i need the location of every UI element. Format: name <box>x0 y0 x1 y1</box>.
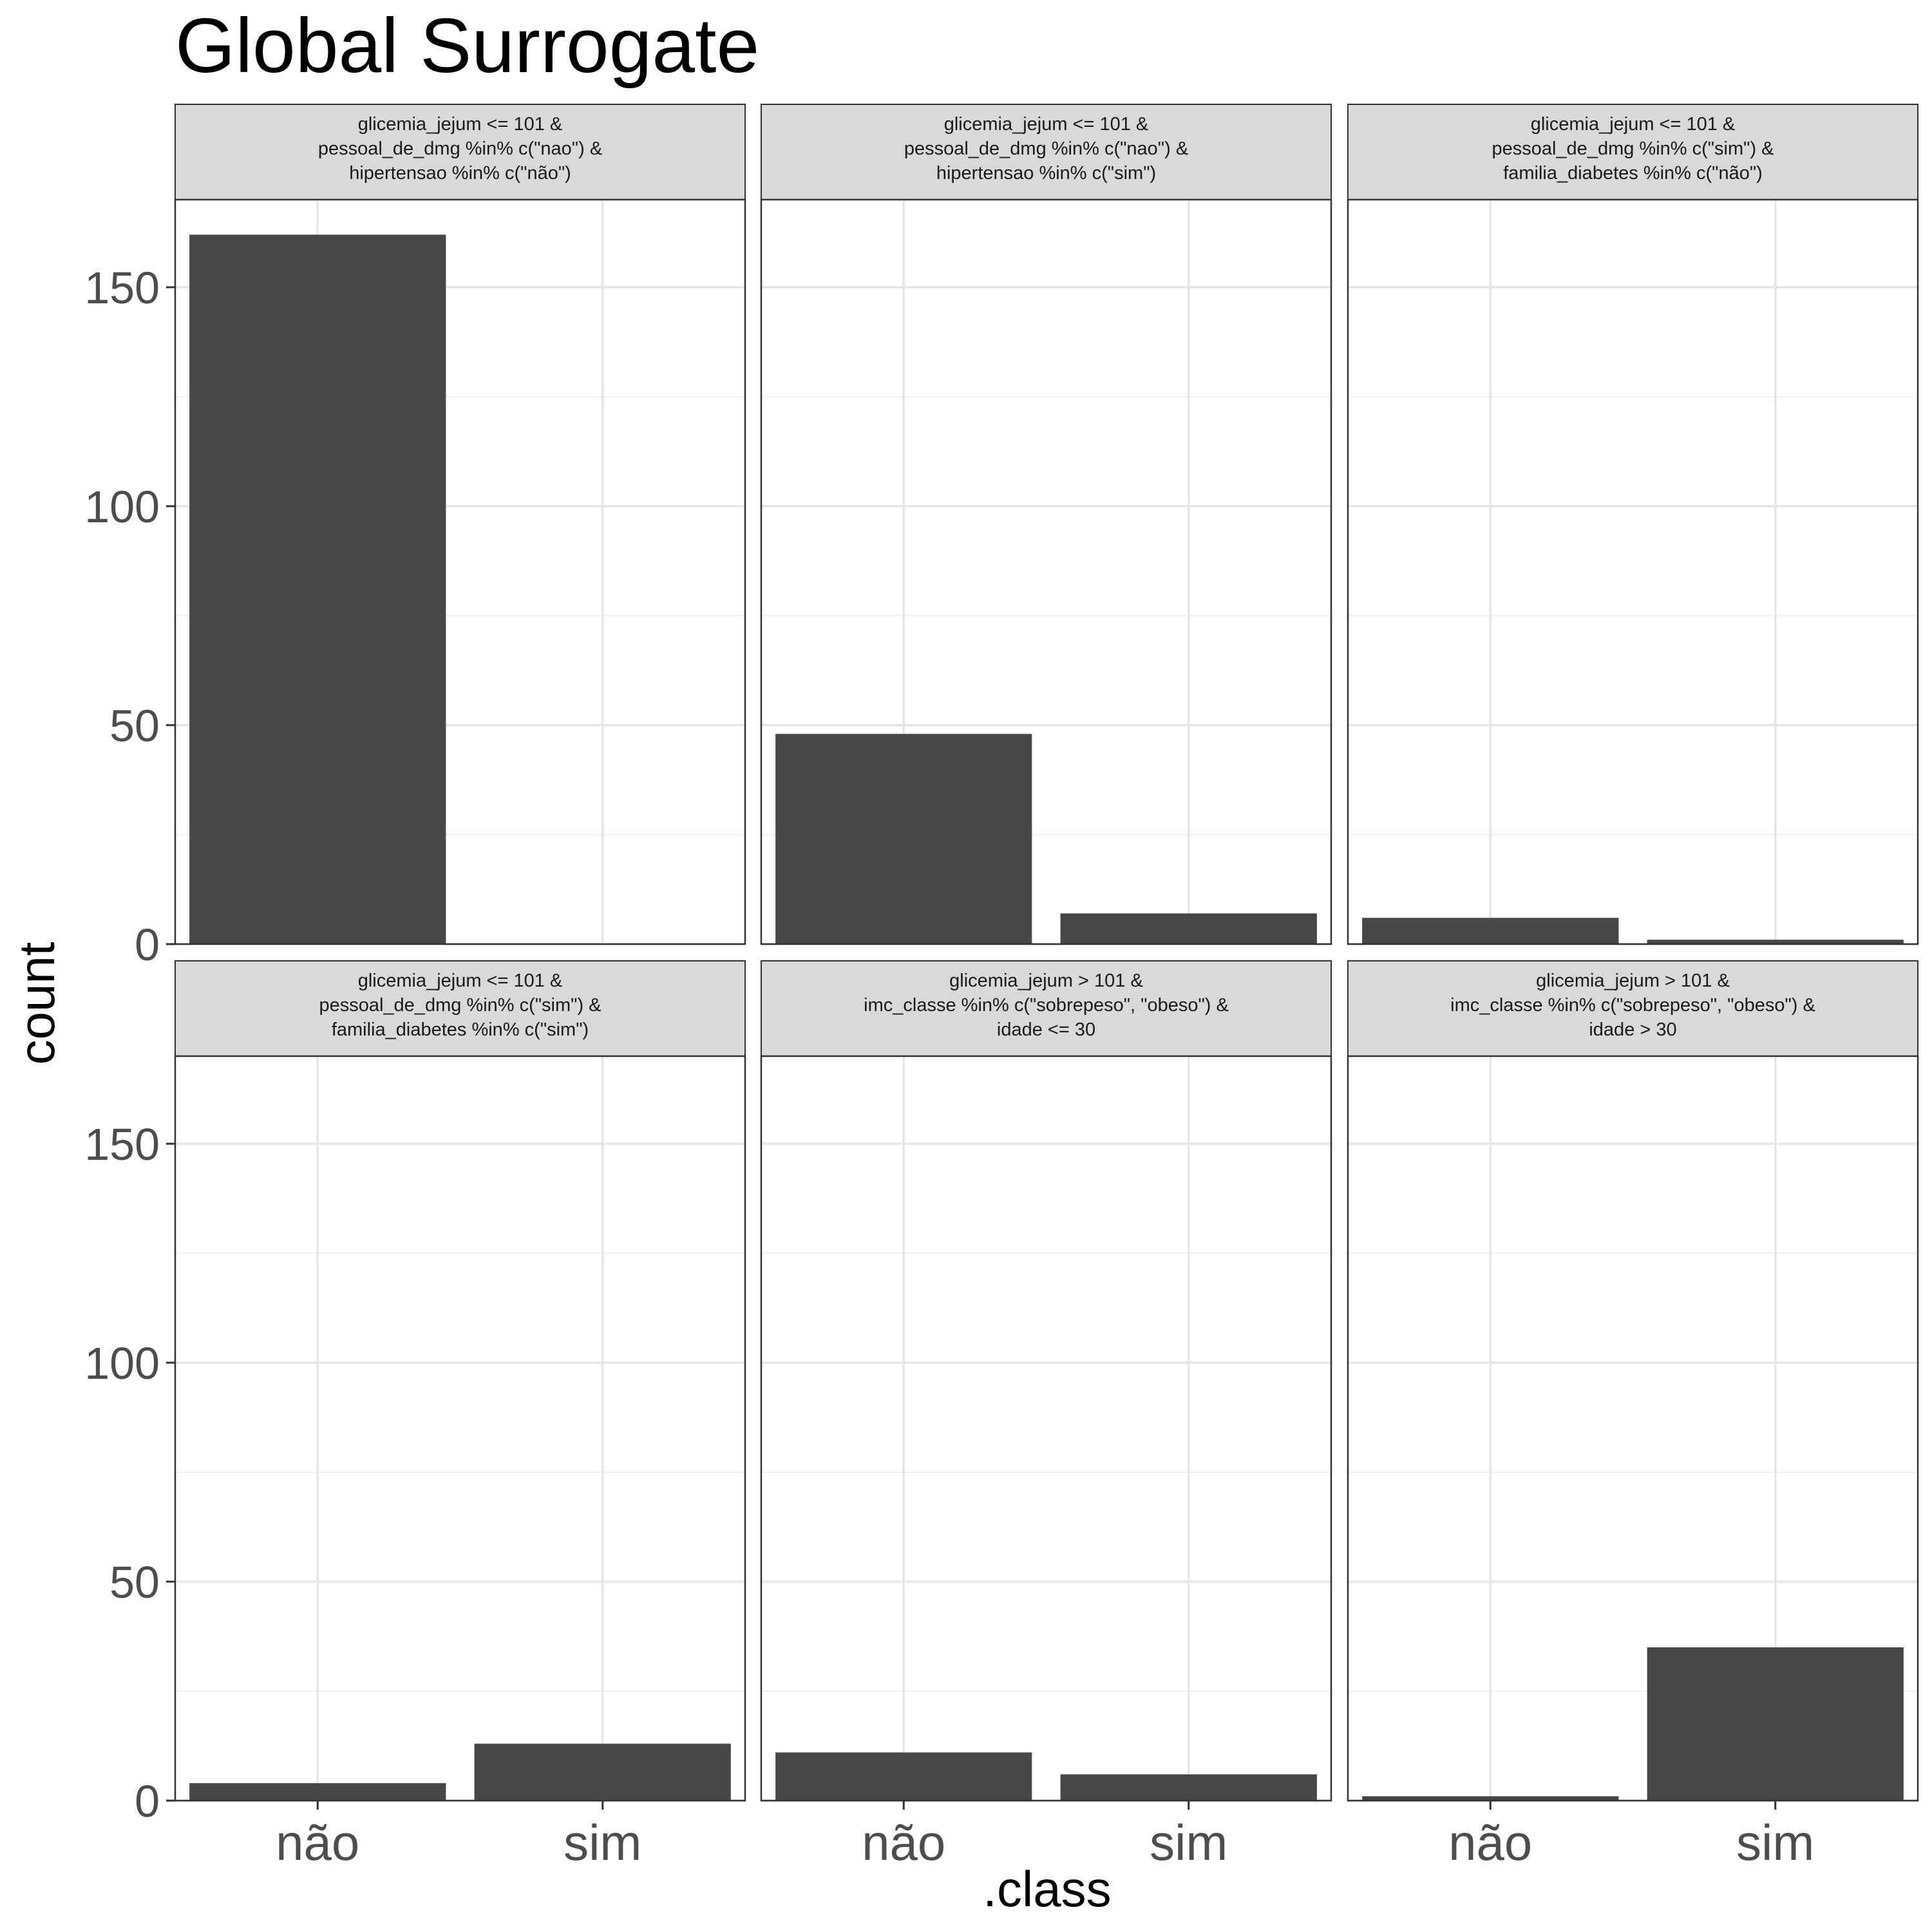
facet-strip-label: pessoal_de_dmg %in% c("nao") & <box>318 138 602 159</box>
facet-strip-label: glicemia_jejum <= 101 & <box>358 971 563 991</box>
facet-strip-label: glicemia_jejum > 101 & <box>949 971 1143 991</box>
facet-strip-label: imc_classe %in% c("sobrepeso", "obeso") … <box>1450 995 1815 1016</box>
facet-strip-label: glicemia_jejum <= 101 & <box>358 114 563 135</box>
facet-grid: glicemia_jejum <= 101 & pessoal_de_dmg %i… <box>84 104 1919 1871</box>
facet-strip-label: glicemia_jejum <= 101 & <box>1531 114 1736 135</box>
facet-strip <box>1347 960 1918 1057</box>
bar <box>1060 913 1317 944</box>
facet-strip-label: glicemia_jejum <= 101 & <box>944 114 1149 135</box>
x-tick-label: não <box>276 1814 359 1871</box>
facet-strip-label: pessoal_de_dmg %in% c("nao") & <box>904 138 1188 159</box>
panel-border <box>174 1055 746 1802</box>
panel-border <box>1347 1055 1919 1802</box>
x-axis-title: .class <box>983 1861 1111 1917</box>
facet-strip-label: imc_classe %in% c("sobrepeso", "obeso") … <box>864 995 1229 1016</box>
bar <box>189 1783 446 1801</box>
panel-border <box>1347 198 1919 945</box>
facet-panel: glicemia_jejum <= 101 & pessoal_de_dmg %i… <box>760 104 1332 945</box>
chart-title: Global Surrogate <box>175 3 759 89</box>
facet-panel: glicemia_jejum <= 101 & pessoal_de_dmg %i… <box>84 960 746 1871</box>
facet-strip <box>761 104 1332 200</box>
facet-strip-label: hipertensao %in% c("não") <box>349 163 571 184</box>
y-tick-label: 50 <box>109 701 160 751</box>
y-tick-label: 100 <box>84 1338 160 1388</box>
bar <box>474 1743 731 1801</box>
plot-background <box>761 1056 1331 1801</box>
facet-strip-label: familia_diabetes %in% c("não") <box>1503 163 1763 184</box>
bar <box>775 734 1032 944</box>
y-tick-label: 150 <box>84 1119 160 1170</box>
bar <box>1362 918 1619 944</box>
plot-background <box>175 1056 745 1801</box>
x-tick-label: não <box>862 1814 945 1871</box>
facet-strip-label: familia_diabetes %in% c("sim") <box>332 1019 589 1040</box>
y-tick-label: 0 <box>135 920 160 970</box>
y-tick-label: 0 <box>135 1776 160 1826</box>
facet-panel: glicemia_jejum <= 101 & pessoal_de_dmg %i… <box>1347 104 1919 945</box>
bar <box>1362 1796 1619 1801</box>
bar <box>1647 1647 1904 1801</box>
facet-panel: glicemia_jejum > 101 & imc_classe %in% c(… <box>760 960 1332 1871</box>
bar <box>189 234 446 944</box>
plot-background <box>1348 200 1918 944</box>
panel-border <box>760 198 1332 945</box>
y-tick-label: 150 <box>84 263 160 313</box>
x-tick-label: sim <box>1736 1814 1814 1871</box>
bar <box>1060 1774 1317 1801</box>
facet-panel: glicemia_jejum > 101 & imc_classe %in% c(… <box>1347 960 1919 1871</box>
facet-strip <box>761 960 1332 1057</box>
facet-strip-label: idade <= 30 <box>997 1019 1095 1040</box>
y-axis-title: count <box>8 942 65 1065</box>
x-tick-label: não <box>1448 1814 1532 1871</box>
facet-strip <box>175 960 746 1057</box>
x-tick-label: sim <box>564 1814 641 1871</box>
facet-strip-label: idade > 30 <box>1589 1019 1676 1040</box>
facet-strip-label: hipertensao %in% c("sim") <box>936 163 1156 184</box>
panel-border <box>174 198 746 945</box>
y-tick-label: 50 <box>109 1557 160 1607</box>
facet-strip-label: pessoal_de_dmg %in% c("sim") & <box>319 995 601 1016</box>
x-tick-label: sim <box>1150 1814 1227 1871</box>
panel-border <box>760 1055 1332 1802</box>
facet-strip-label: pessoal_de_dmg %in% c("sim") & <box>1492 138 1774 159</box>
y-tick-label: 100 <box>84 482 160 532</box>
facet-strip <box>1347 104 1918 200</box>
facet-panel: glicemia_jejum <= 101 & pessoal_de_dmg %i… <box>84 104 746 970</box>
bar <box>775 1752 1032 1801</box>
facet-strip <box>175 104 746 200</box>
bar <box>1647 940 1904 944</box>
facet-strip-label: glicemia_jejum > 101 & <box>1536 971 1730 991</box>
